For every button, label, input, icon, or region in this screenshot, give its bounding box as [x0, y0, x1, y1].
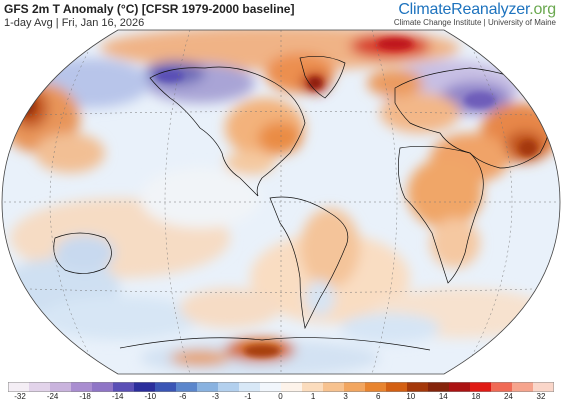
- brand-credit: Climate Change Institute | University of…: [393, 18, 556, 27]
- map-title: GFS 2m T Anomaly (°C) [CFSR 1979-2000 ba…: [4, 2, 295, 16]
- colorbar-tick-label: 24: [503, 392, 513, 401]
- globe-outline: [1, 29, 561, 375]
- colorbar-tick-label: -1: [244, 392, 252, 401]
- colorbar-swatch: [407, 382, 429, 392]
- colorbar-tick-label: -32: [14, 392, 26, 401]
- brand-logo[interactable]: ClimateReanalyzer.org: [394, 1, 556, 19]
- graticule: [4, 30, 558, 374]
- colorbar-tick-label: -24: [46, 392, 59, 401]
- colorbar-swatch: [323, 382, 345, 392]
- colorbar: [8, 382, 554, 392]
- colorbar-swatch: [344, 382, 366, 392]
- colorbar-swatch: [470, 382, 492, 392]
- colorbar-swatch: [71, 382, 93, 392]
- colorbar-tick-label: 10: [406, 392, 416, 401]
- brand-name-main: ClimateReanalyzer: [398, 1, 530, 18]
- coastlines: [53, 56, 552, 351]
- brand-name-suffix: .org: [529, 1, 556, 18]
- colorbar-tick-label: 18: [471, 392, 481, 401]
- colorbar-tick-label: 14: [438, 392, 448, 401]
- colorbar-swatch: [155, 382, 177, 392]
- colorbar-labels: -32 -24 -18 -14 -10 -6 -3 -1 0 1 3 6 10 14 18 24 32: [0, 392, 562, 406]
- colorbar-tick-label: -3: [211, 392, 219, 401]
- colorbar-swatch: [113, 382, 135, 392]
- colorbar-swatch: [281, 382, 303, 392]
- colorbar-swatch: [533, 382, 554, 392]
- colorbar-swatch: [302, 382, 324, 392]
- brand-block[interactable]: ClimateReanalyzer.org Climate Change Ins…: [394, 1, 556, 27]
- colorbar-swatch: [449, 382, 471, 392]
- colorbar-tick-label: -14: [111, 392, 124, 401]
- colorbar-swatch: [29, 382, 51, 392]
- colorbar-swatch: [134, 382, 156, 392]
- colorbar-tick-label: 1: [310, 392, 316, 401]
- colorbar-swatch: [491, 382, 513, 392]
- colorbar-swatch: [8, 382, 30, 392]
- colorbar-swatch: [260, 382, 282, 392]
- colorbar-swatch: [197, 382, 219, 392]
- colorbar-tick-label: -6: [179, 392, 187, 401]
- colorbar-swatch: [512, 382, 534, 392]
- colorbar-tick-label: -18: [79, 392, 91, 401]
- colorbar-outline: [8, 382, 554, 392]
- colorbar-tick-label: 32: [536, 392, 546, 401]
- colorbar-swatch: [50, 382, 72, 392]
- colorbar-tick-label: 6: [375, 392, 381, 401]
- colorbar-swatch: [239, 382, 261, 392]
- colorbar-swatch: [428, 382, 450, 392]
- colorbar-tick-label: 3: [343, 392, 348, 401]
- colorbar-swatch: [92, 382, 114, 392]
- colorbar-swatch: [365, 382, 387, 392]
- colorbar-swatch: [176, 382, 198, 392]
- colorbar-swatch: [218, 382, 240, 392]
- colorbar-swatch: [386, 382, 408, 392]
- colorbar-tick-label: 0: [278, 392, 283, 401]
- colorbar-tick-label: -10: [144, 392, 157, 401]
- anomaly-map: [1, 29, 561, 375]
- map-subtitle: 1-day Avg | Fri, Jan 16, 2026: [4, 17, 145, 29]
